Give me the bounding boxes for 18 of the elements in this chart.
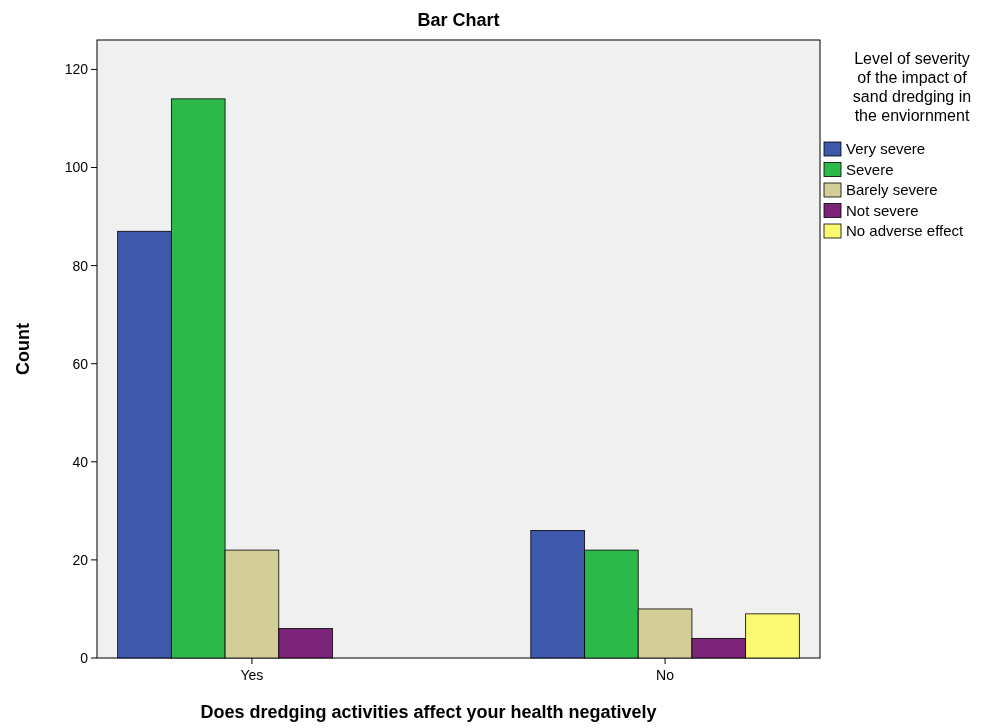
chart-title: Bar Chart (417, 10, 500, 30)
x-tick-label: Yes (240, 667, 264, 683)
legend-label: Not severe (846, 201, 919, 219)
x-axis-title: Does dredging activities affect your health negatively (200, 702, 657, 722)
y-tick-label: 80 (72, 257, 89, 274)
y-tick-label: 0 (80, 649, 89, 666)
legend-label: Very severe (846, 140, 926, 157)
y-axis-title: Count (13, 323, 33, 375)
x-tick-label: No (656, 667, 675, 683)
legend-title: Level of severity of the impact of sand dredging in the enviornment (852, 50, 972, 124)
legend-label: Barely severe (846, 181, 938, 198)
y-tick-label: 20 (72, 551, 89, 568)
y-tick-label: 100 (64, 159, 89, 176)
y-tick-label: 120 (64, 61, 89, 78)
legend-label: No adverse effect (846, 222, 965, 239)
y-tick-label: 60 (72, 355, 89, 372)
legend-label: Severe (846, 160, 894, 178)
y-tick-label: 40 (72, 453, 89, 470)
